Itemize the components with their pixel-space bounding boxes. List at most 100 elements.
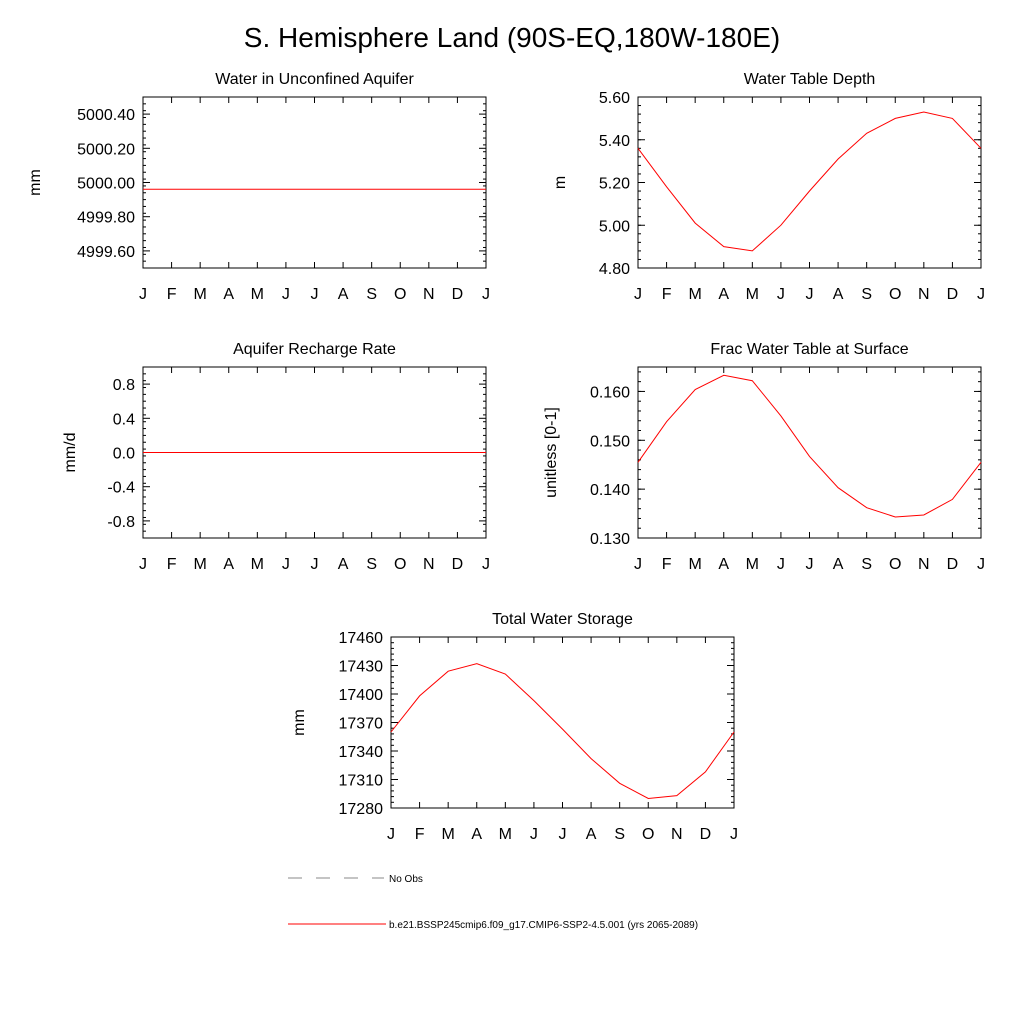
y-tick-label: 5000.00 bbox=[77, 176, 135, 193]
y-tick-label: 5.60 bbox=[599, 90, 630, 107]
y-tick-label: 5.00 bbox=[599, 218, 630, 235]
x-tick-label: J bbox=[482, 286, 490, 303]
chart-title: Water in Unconfined Aquifer bbox=[215, 71, 414, 88]
x-tick-label: N bbox=[423, 556, 435, 573]
chart-title: Total Water Storage bbox=[492, 611, 633, 628]
x-tick-label: J bbox=[559, 826, 567, 843]
x-tick-label: J bbox=[311, 556, 319, 573]
x-tick-label: M bbox=[251, 286, 264, 303]
y-tick-label: 0.0 bbox=[113, 446, 135, 463]
x-tick-label: J bbox=[311, 286, 319, 303]
x-tick-label: F bbox=[662, 286, 672, 303]
x-tick-label: F bbox=[415, 826, 425, 843]
chart-title: Water Table Depth bbox=[744, 71, 876, 88]
x-tick-label: A bbox=[338, 556, 349, 573]
x-tick-label: F bbox=[167, 286, 177, 303]
y-tick-label: 0.160 bbox=[590, 384, 630, 401]
y-tick-label: 0.8 bbox=[113, 377, 135, 394]
x-tick-label: A bbox=[586, 826, 597, 843]
x-tick-label: S bbox=[366, 556, 377, 573]
x-tick-label: N bbox=[671, 826, 683, 843]
x-tick-label: A bbox=[223, 556, 234, 573]
series-line bbox=[637, 111, 982, 252]
chart-panel-4: Frac Water Table at Surface unitless [0-1… bbox=[543, 341, 985, 573]
y-axis-label: m bbox=[552, 176, 569, 189]
y-tick-label: 0.4 bbox=[113, 411, 135, 428]
page-title: S. Hemisphere Land (90S-EQ,180W-180E) bbox=[243, 22, 781, 53]
x-tick-label: F bbox=[662, 556, 672, 573]
x-tick-label: N bbox=[918, 286, 930, 303]
x-tick-label: S bbox=[614, 826, 625, 843]
x-tick-label: O bbox=[889, 286, 901, 303]
x-tick-label: D bbox=[947, 286, 959, 303]
x-tick-label: J bbox=[806, 286, 814, 303]
y-tick-label: 0.150 bbox=[590, 433, 630, 450]
x-tick-label: M bbox=[442, 826, 455, 843]
x-tick-label: A bbox=[718, 556, 729, 573]
series-line bbox=[390, 663, 735, 800]
x-tick-label: O bbox=[394, 556, 406, 573]
x-tick-label: M bbox=[746, 286, 759, 303]
x-tick-label: A bbox=[338, 286, 349, 303]
y-tick-label: 5000.20 bbox=[77, 141, 135, 158]
x-tick-label: M bbox=[194, 286, 207, 303]
series-line bbox=[637, 374, 982, 518]
x-tick-label: M bbox=[746, 556, 759, 573]
x-tick-label: O bbox=[889, 556, 901, 573]
x-tick-label: O bbox=[642, 826, 654, 843]
y-tick-label: -0.4 bbox=[107, 480, 135, 497]
x-tick-label: D bbox=[452, 286, 464, 303]
legend-model-label: b.e21.BSSP245cmip6.f09_g17.CMIP6-SSP2-4.… bbox=[389, 920, 698, 931]
y-axis-label: unitless [0-1] bbox=[543, 407, 560, 498]
legend-obs-label: No Obs bbox=[389, 874, 423, 885]
x-tick-label: J bbox=[730, 826, 738, 843]
x-tick-label: A bbox=[833, 556, 844, 573]
x-tick-label: D bbox=[947, 556, 959, 573]
x-tick-label: M bbox=[499, 826, 512, 843]
plot-frame bbox=[390, 636, 735, 809]
x-tick-label: N bbox=[918, 556, 930, 573]
x-tick-label: J bbox=[139, 556, 147, 573]
y-axis-label: mm bbox=[291, 709, 308, 736]
x-tick-label: S bbox=[366, 286, 377, 303]
x-tick-label: A bbox=[223, 286, 234, 303]
y-tick-label: 5000.40 bbox=[77, 107, 135, 124]
y-tick-label: -0.8 bbox=[107, 514, 135, 531]
x-tick-label: J bbox=[387, 826, 395, 843]
x-tick-label: S bbox=[861, 286, 872, 303]
x-tick-label: J bbox=[282, 286, 290, 303]
x-tick-label: J bbox=[482, 556, 490, 573]
y-tick-label: 17280 bbox=[339, 801, 384, 818]
x-tick-label: N bbox=[423, 286, 435, 303]
y-tick-label: 5.40 bbox=[599, 133, 630, 150]
x-tick-label: J bbox=[977, 556, 985, 573]
x-tick-label: M bbox=[689, 286, 702, 303]
x-tick-label: A bbox=[471, 826, 482, 843]
y-tick-label: 17400 bbox=[339, 687, 384, 704]
x-tick-label: A bbox=[833, 286, 844, 303]
x-tick-label: F bbox=[167, 556, 177, 573]
y-axis-label: mm/d bbox=[62, 433, 79, 473]
y-tick-label: 5.20 bbox=[599, 176, 630, 193]
x-tick-label: A bbox=[718, 286, 729, 303]
y-tick-label: 0.140 bbox=[590, 482, 630, 499]
x-tick-label: J bbox=[777, 286, 785, 303]
y-tick-label: 4.80 bbox=[599, 261, 630, 278]
y-tick-label: 17340 bbox=[339, 744, 384, 761]
y-tick-label: 17460 bbox=[339, 630, 384, 647]
chart-title: Aquifer Recharge Rate bbox=[233, 341, 396, 358]
x-tick-label: J bbox=[530, 826, 538, 843]
y-tick-label: 4999.60 bbox=[77, 244, 135, 261]
x-tick-label: D bbox=[452, 556, 464, 573]
x-tick-label: J bbox=[777, 556, 785, 573]
x-tick-label: J bbox=[634, 556, 642, 573]
x-tick-label: J bbox=[139, 286, 147, 303]
x-tick-label: M bbox=[251, 556, 264, 573]
y-axis-label: mm bbox=[27, 169, 44, 196]
plot-frame bbox=[142, 96, 487, 269]
x-tick-label: D bbox=[700, 826, 712, 843]
